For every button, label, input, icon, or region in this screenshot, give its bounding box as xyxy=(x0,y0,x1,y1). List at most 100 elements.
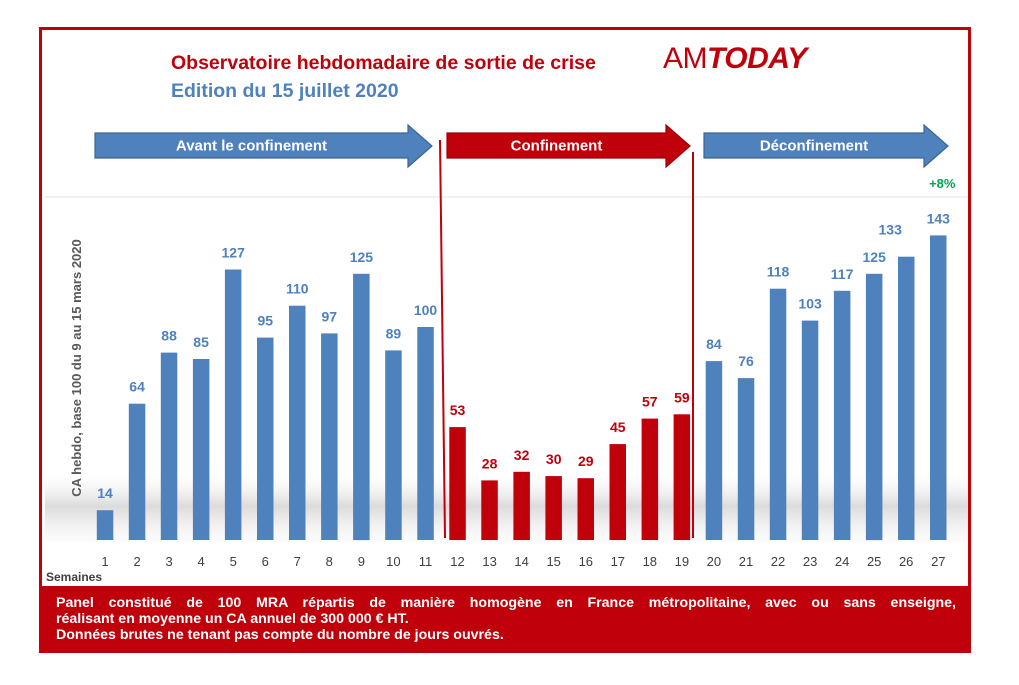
footer-note: Panel constitué de 100 MRA répartis de m… xyxy=(42,586,968,650)
bar-week-23 xyxy=(801,320,819,540)
bar-week-15 xyxy=(545,476,562,540)
bar-week-17 xyxy=(609,444,626,540)
value-label-week-12: 53 xyxy=(450,402,466,418)
bar-week-14 xyxy=(513,471,530,540)
bar-week-19 xyxy=(673,414,691,540)
x-axis-label: Semaines xyxy=(46,570,102,584)
phase-label-2: Confinement xyxy=(511,138,603,155)
bar-week-6 xyxy=(257,337,274,540)
footer-line-3: Données brutes ne tenant pas compte du n… xyxy=(56,627,504,643)
x-tick-7: 7 xyxy=(294,554,301,569)
x-tick-8: 8 xyxy=(326,554,333,569)
x-tick-25: 25 xyxy=(867,554,881,569)
x-tick-22: 22 xyxy=(771,554,785,569)
floor-shadow xyxy=(45,470,968,542)
bar-week-26 xyxy=(898,256,915,540)
x-tick-2: 2 xyxy=(133,554,140,569)
x-tick-26: 26 xyxy=(899,554,913,569)
bar-week-3 xyxy=(160,352,178,540)
bar-week-27 xyxy=(930,235,947,540)
value-label-week-22: 118 xyxy=(767,264,790,280)
value-label-week-17: 45 xyxy=(610,419,626,435)
value-label-week-18: 57 xyxy=(642,394,658,410)
phase-divider-1 xyxy=(439,139,446,539)
value-label-week-3: 88 xyxy=(161,328,177,344)
value-label-week-25: 125 xyxy=(863,249,887,265)
bar-week-24 xyxy=(833,290,851,540)
x-tick-17: 17 xyxy=(611,554,625,569)
x-tick-4: 4 xyxy=(197,554,204,569)
phase-arrow-2 xyxy=(446,123,691,169)
amtoday-logo: AMTODAY xyxy=(663,42,807,76)
bar-week-21 xyxy=(737,378,755,540)
x-tick-5: 5 xyxy=(230,554,237,569)
logo-today: TODAY xyxy=(707,42,807,75)
chart-subtitle: Edition du 15 juillet 2020 xyxy=(171,80,399,102)
y-axis-label: CA hebdo, base 100 du 9 au 15 mars 2020 xyxy=(69,239,84,496)
value-label-week-8: 97 xyxy=(322,308,338,324)
bar-week-10 xyxy=(385,350,402,540)
value-label-week-26: 133 xyxy=(879,222,903,238)
value-label-week-5: 127 xyxy=(222,245,246,261)
x-tick-9: 9 xyxy=(358,554,365,569)
bar-week-22 xyxy=(769,288,787,540)
bar-week-18 xyxy=(641,418,659,540)
bar-week-11 xyxy=(417,327,434,540)
value-label-week-10: 89 xyxy=(386,325,402,341)
value-label-week-13: 28 xyxy=(482,455,498,471)
x-tick-27: 27 xyxy=(931,554,945,569)
bar-week-2 xyxy=(128,403,146,540)
bar-week-9 xyxy=(353,273,370,541)
value-label-week-20: 84 xyxy=(706,336,722,352)
bar-week-4 xyxy=(192,359,210,540)
bar-week-8 xyxy=(321,333,338,540)
bar-week-13 xyxy=(481,480,498,540)
value-label-week-7: 110 xyxy=(286,281,309,297)
phase-label-3: Déconfinement xyxy=(760,138,868,155)
chart-title: Observatoire hebdomadaire de sortie de c… xyxy=(171,52,596,74)
footer-line-2: réalisant en moyenne un CA annuel de 300… xyxy=(56,611,409,627)
phase-arrow-1 xyxy=(94,123,433,169)
bar-week-7 xyxy=(289,305,306,540)
x-tick-15: 15 xyxy=(546,554,560,569)
bar-week-25 xyxy=(865,273,883,541)
value-label-week-23: 103 xyxy=(798,296,822,312)
bar-week-12 xyxy=(449,427,466,540)
x-tick-1: 1 xyxy=(101,554,108,569)
value-label-week-9: 125 xyxy=(350,249,374,265)
bar-week-5 xyxy=(224,269,242,540)
x-tick-21: 21 xyxy=(739,554,753,569)
x-tick-24: 24 xyxy=(835,554,849,569)
value-label-week-4: 85 xyxy=(193,334,209,350)
x-tick-12: 12 xyxy=(450,554,464,569)
x-tick-18: 18 xyxy=(643,554,657,569)
x-tick-13: 13 xyxy=(482,554,496,569)
phase-label-1: Avant le confinement xyxy=(176,138,327,155)
x-tick-20: 20 xyxy=(707,554,721,569)
value-label-week-16: 29 xyxy=(578,453,594,469)
x-tick-23: 23 xyxy=(803,554,817,569)
value-label-week-14: 32 xyxy=(514,447,530,463)
phase-arrow-3 xyxy=(703,123,949,169)
value-label-week-15: 30 xyxy=(546,451,562,467)
bar-week-20 xyxy=(705,361,723,540)
value-label-week-27: 143 xyxy=(927,210,951,226)
x-tick-19: 19 xyxy=(675,554,689,569)
value-label-week-11: 100 xyxy=(414,302,438,318)
value-label-week-24: 117 xyxy=(831,266,854,282)
value-label-week-6: 95 xyxy=(258,313,274,329)
x-tick-11: 11 xyxy=(419,554,433,569)
logo-am: AM xyxy=(663,42,708,75)
value-label-week-2: 64 xyxy=(129,379,145,395)
value-label-week-1: 14 xyxy=(97,485,113,501)
value-label-week-19: 59 xyxy=(674,389,690,405)
x-tick-6: 6 xyxy=(262,554,269,569)
bar-week-1 xyxy=(96,510,114,540)
x-tick-10: 10 xyxy=(386,554,400,569)
value-label-week-21: 76 xyxy=(738,353,754,369)
x-tick-16: 16 xyxy=(579,554,593,569)
bar-week-16 xyxy=(577,478,594,540)
annotation-delta: +8% xyxy=(929,176,956,191)
footer-line-1: Panel constitué de 100 MRA répartis de m… xyxy=(56,595,956,611)
